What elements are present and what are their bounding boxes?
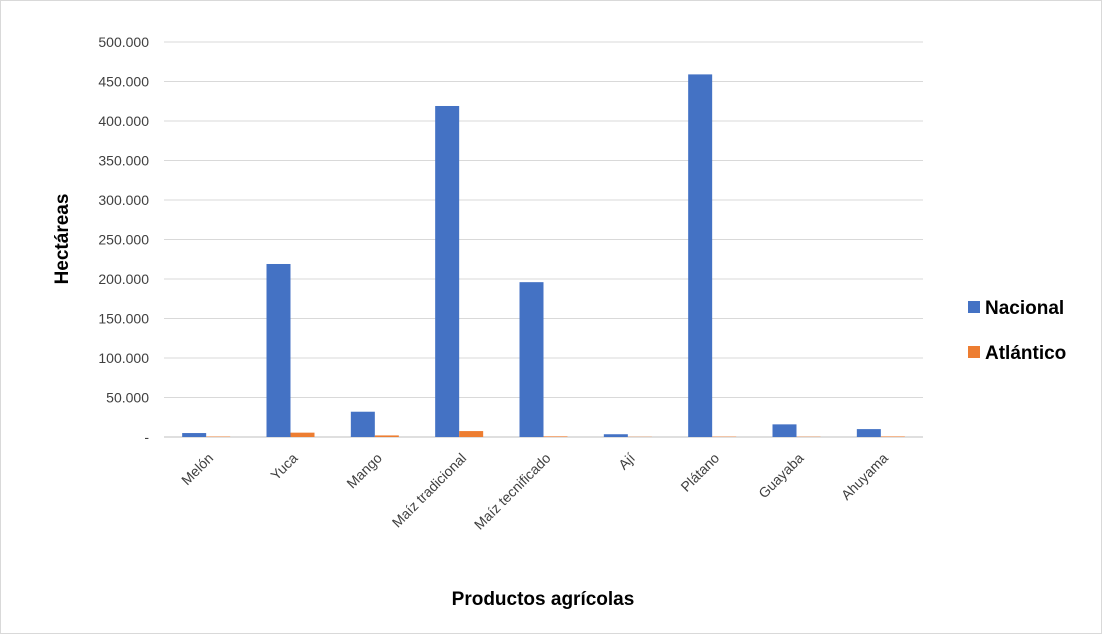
y-tick-label: 300.000 bbox=[98, 192, 149, 208]
legend-label: Atlántico bbox=[985, 343, 1066, 364]
bar-nacional bbox=[773, 424, 797, 437]
x-tick-label: Maíz tecnificado bbox=[471, 450, 554, 533]
y-tick-label: 350.000 bbox=[98, 153, 149, 169]
x-tick-label: Melón bbox=[178, 450, 216, 488]
y-tick-label: 400.000 bbox=[98, 113, 149, 129]
y-tick-label: 500.000 bbox=[98, 34, 149, 50]
bar-nacional bbox=[604, 434, 628, 437]
bar-nacional bbox=[688, 74, 712, 437]
x-tick-label: Maíz tradicional bbox=[389, 450, 470, 531]
x-tick-label: Guayaba bbox=[755, 450, 807, 502]
x-tick-label: Ají bbox=[615, 450, 638, 473]
bar-nacional bbox=[182, 433, 206, 437]
y-tick-label: 250.000 bbox=[98, 232, 149, 248]
legend-swatch bbox=[968, 346, 980, 358]
bar-nacional bbox=[520, 282, 544, 437]
bar-nacional bbox=[351, 412, 375, 437]
bar-atlantico bbox=[881, 436, 905, 437]
bar-nacional bbox=[435, 106, 459, 437]
x-tick-label: Mango bbox=[343, 450, 385, 492]
x-axis-title: Productos agrícolas bbox=[452, 589, 635, 610]
bars bbox=[182, 74, 905, 437]
legend: Nacional Atlántico bbox=[968, 298, 1066, 364]
x-tick-label: Yuca bbox=[267, 450, 300, 483]
y-axis-ticks: - 50.000 100.000 150.000 200.000 250.000 300.0… bbox=[98, 34, 149, 445]
bar-atlantico bbox=[459, 431, 483, 437]
legend-label: Nacional bbox=[985, 298, 1064, 319]
y-tick-label: 100.000 bbox=[98, 350, 149, 366]
bar-atlantico bbox=[291, 433, 315, 437]
y-tick-label: 200.000 bbox=[98, 271, 149, 287]
bar-atlantico bbox=[544, 436, 568, 437]
y-tick-label: 50.000 bbox=[106, 390, 149, 406]
y-axis-title: Hectáreas bbox=[52, 194, 73, 285]
y-tick-label: 150.000 bbox=[98, 311, 149, 327]
y-tick-label: 450.000 bbox=[98, 74, 149, 90]
legend-swatch bbox=[968, 301, 980, 313]
bar-atlantico bbox=[375, 435, 399, 437]
x-tick-label: Plátano bbox=[677, 450, 722, 495]
bar-nacional bbox=[267, 264, 291, 437]
bar-nacional bbox=[857, 429, 881, 437]
y-tick-label: - bbox=[144, 429, 149, 445]
x-tick-label: Ahuyama bbox=[838, 450, 891, 503]
